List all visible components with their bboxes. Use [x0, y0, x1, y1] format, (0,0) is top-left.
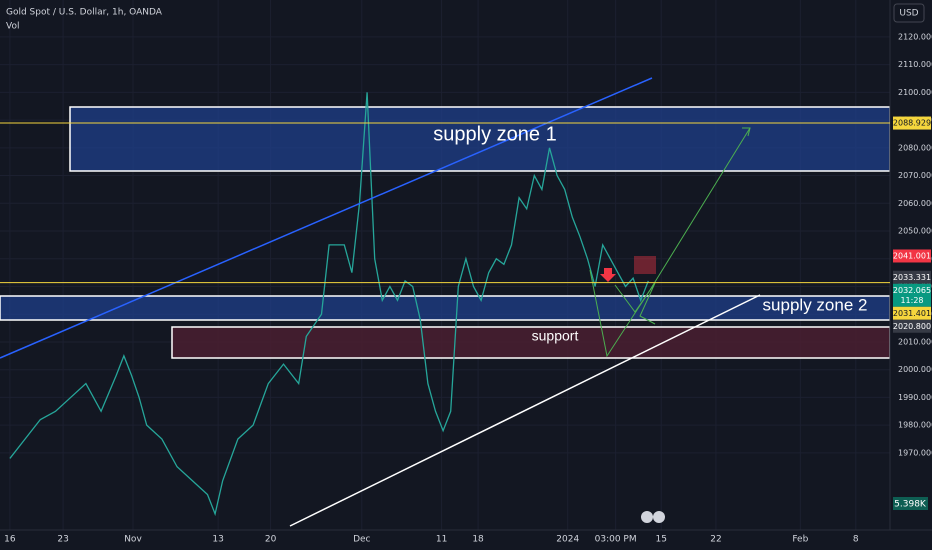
y-tick-label: 2070.000 — [898, 171, 932, 180]
y-tick-label: 1990.000 — [898, 393, 932, 402]
projection — [589, 127, 751, 358]
price-tag-label: 2041.001 — [893, 251, 931, 260]
x-tick-label: Nov — [124, 535, 142, 545]
zone-label: supply zone 1 — [433, 123, 556, 145]
y-tick-label: 2110.000 — [898, 60, 932, 69]
x-tick-label: Dec — [353, 535, 370, 545]
subtitle: Vol — [6, 22, 19, 32]
zone-label: support — [532, 328, 579, 344]
arrow-head — [742, 127, 751, 137]
volume-label: 5.398K — [894, 500, 927, 510]
price-line — [9, 92, 649, 517]
y-tick-label: 1980.000 — [898, 421, 932, 430]
y-tick-label: 2050.000 — [898, 227, 932, 236]
trend-line — [0, 77, 653, 359]
price-tag-label: 2020.800 — [893, 322, 931, 331]
down-arrow — [600, 268, 616, 282]
currency-button[interactable] — [893, 3, 925, 23]
x-tick-label: 16 — [4, 535, 16, 545]
x-tick-label: 20 — [265, 535, 277, 545]
zone-label: supply zone 2 — [763, 295, 868, 314]
x-tick-label: 03:00 PM — [595, 535, 637, 545]
price-tag-label: 2032.065 — [893, 286, 931, 295]
event-icon[interactable] — [641, 511, 653, 523]
price-tag — [893, 306, 931, 320]
event-icon[interactable] — [653, 511, 665, 523]
price-tag-label: 2088.929 — [893, 119, 931, 128]
y-tick-label: 2000.000 — [898, 365, 932, 374]
price-tag — [893, 249, 931, 263]
trend-line — [289, 294, 761, 527]
y-tick-label: 2010.000 — [898, 337, 932, 346]
x-tick-label: 8 — [853, 535, 859, 545]
price-tag — [893, 319, 931, 333]
x-tick-label: Feb — [792, 535, 808, 545]
x-tick-label: 15 — [656, 535, 667, 545]
y-tick-label: 2100.000 — [898, 88, 932, 97]
x-tick-label: 22 — [710, 535, 721, 545]
volume-tag — [893, 497, 928, 510]
x-tick-label: 18 — [472, 535, 484, 545]
supply-zone-2 — [0, 295, 891, 321]
price-tag — [893, 283, 931, 307]
price-tag — [893, 116, 931, 130]
price-tag-label: 2033.331 — [893, 273, 931, 282]
price-tag-label: 2031.401 — [893, 309, 931, 318]
currency[interactable]: USD — [899, 9, 918, 19]
countdown: 11:28 — [900, 296, 923, 305]
x-tick-label: 11 — [436, 535, 447, 545]
plot — [9, 92, 649, 517]
y-tick-label: 2080.000 — [898, 143, 932, 152]
price-tag — [893, 270, 931, 284]
y-tick-label: 2120.000 — [898, 32, 932, 41]
y-tick-label: 1970.000 — [898, 448, 932, 457]
marker — [634, 256, 656, 274]
x-tick-label: 2024 — [556, 535, 579, 545]
y-tick-label: 2060.000 — [898, 199, 932, 208]
x-tick-label: 23 — [57, 535, 68, 545]
chart-title: Gold Spot / U.S. Dollar, 1h, OANDA — [6, 8, 163, 18]
x-tick-label: 13 — [212, 535, 223, 545]
